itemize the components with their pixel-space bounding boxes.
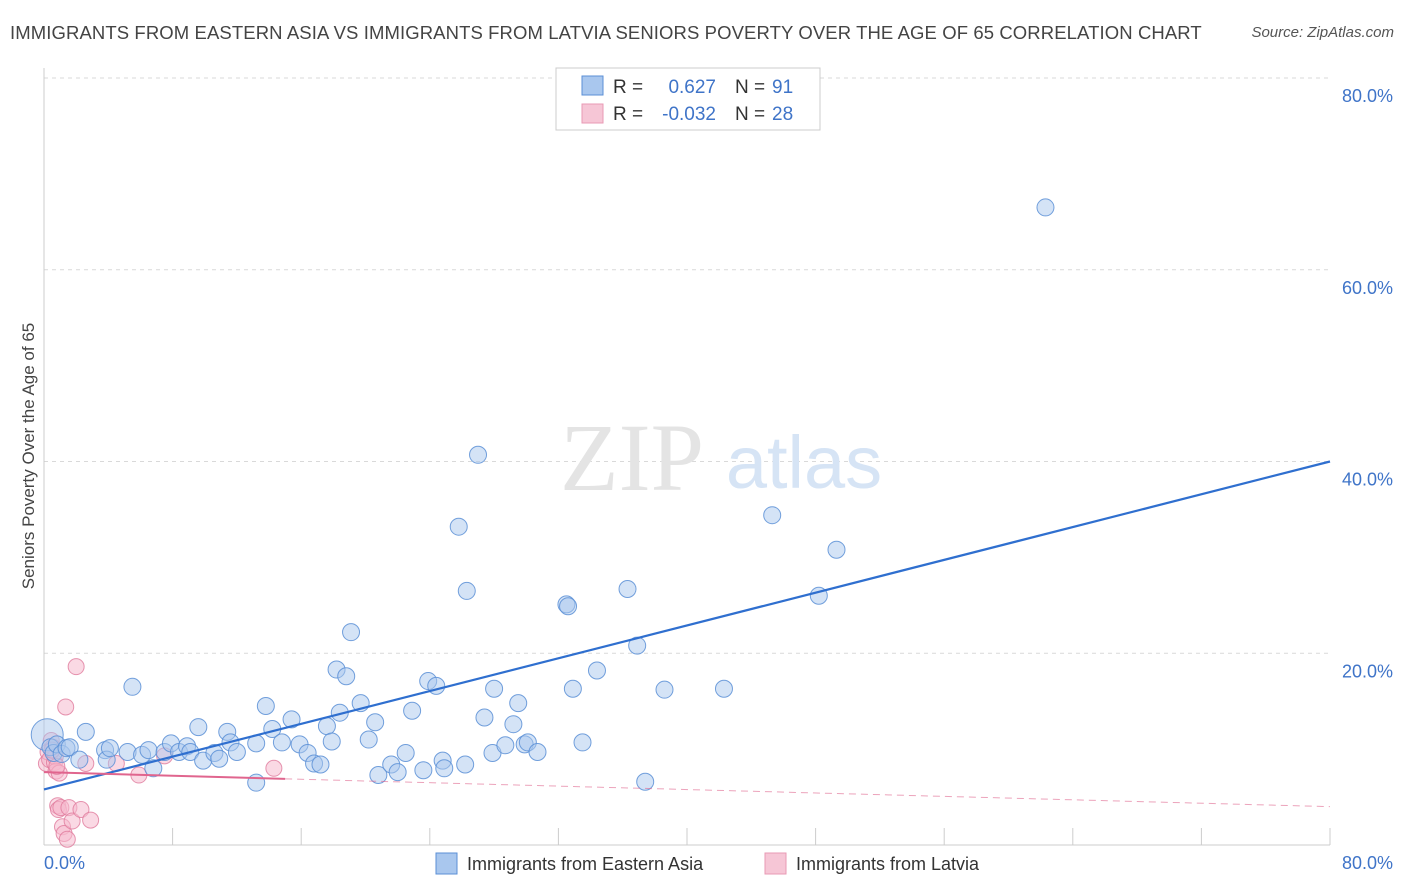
y-axis-label: Seniors Poverty Over the Age of 65 xyxy=(19,323,38,589)
eastern-asia-point xyxy=(282,710,301,729)
axes-layer xyxy=(43,68,1331,846)
eastern-asia-point xyxy=(509,694,528,713)
latvia-point xyxy=(58,830,76,848)
y-tick-label: 20.0% xyxy=(1342,661,1393,681)
watermark-zip: ZIP xyxy=(560,404,704,511)
eastern-asia-point xyxy=(414,761,433,780)
eastern-asia-point xyxy=(210,749,229,768)
eastern-asia-point xyxy=(827,540,846,559)
legend-n-label: N = xyxy=(735,77,765,98)
trend-layer xyxy=(43,460,1331,808)
eastern-asia-point xyxy=(485,679,504,698)
series-legend-swatch-eastern-asia xyxy=(435,852,458,875)
eastern-asia-point xyxy=(337,667,356,686)
eastern-asia-trend-line xyxy=(43,460,1331,791)
eastern-asia-point xyxy=(559,597,578,616)
eastern-asia-point xyxy=(366,713,385,732)
eastern-asia-point xyxy=(636,772,655,791)
latvia-point xyxy=(63,812,81,830)
series-legend-label-eastern-asia: Immigrants from Eastern Asia xyxy=(467,854,704,874)
x-tick-label-max: 80.0% xyxy=(1342,853,1393,873)
eastern-asia-point xyxy=(76,722,95,741)
eastern-asia-point xyxy=(388,763,407,782)
latvia-point xyxy=(67,658,85,676)
eastern-asia-point xyxy=(1036,198,1055,217)
eastern-asia-point xyxy=(475,708,494,727)
watermark-atlas: atlas xyxy=(726,421,882,504)
legend-r-label: R = xyxy=(613,104,643,125)
eastern-asia-point xyxy=(504,715,523,734)
latvia-point xyxy=(57,698,75,716)
source-label: Source: ZipAtlas.com xyxy=(1251,24,1394,41)
eastern-asia-point xyxy=(763,506,782,525)
eastern-asia-point xyxy=(435,759,454,778)
eastern-asia-point xyxy=(123,677,142,696)
eastern-asia-point xyxy=(369,766,388,785)
latvia-trend-line xyxy=(43,771,286,780)
eastern-asia-point xyxy=(449,517,468,536)
legend-n-value: 28 xyxy=(772,104,793,125)
chart-title: IMMIGRANTS FROM EASTERN ASIA VS IMMIGRAN… xyxy=(10,22,1202,43)
eastern-asia-point xyxy=(714,679,733,698)
legend-swatch-eastern-asia xyxy=(581,75,604,96)
x-tick-label-min: 0.0% xyxy=(44,853,85,873)
eastern-asia-point xyxy=(70,750,89,769)
latvia-point xyxy=(72,801,90,819)
legend-n-label: N = xyxy=(735,104,765,125)
legend-r-value: 0.627 xyxy=(668,77,716,98)
eastern-asia-point xyxy=(139,741,158,760)
eastern-asia-point xyxy=(256,696,275,715)
eastern-asia-point xyxy=(563,679,582,698)
eastern-asia-point xyxy=(655,680,674,699)
eastern-asia-points xyxy=(30,198,1055,792)
eastern-asia-point xyxy=(311,755,330,774)
stats-legend: R = 0.627 N = 91 R = -0.032 N = 28 xyxy=(555,67,821,131)
eastern-asia-point xyxy=(496,736,515,755)
eastern-asia-point xyxy=(359,730,378,749)
eastern-asia-point xyxy=(189,718,208,737)
watermark: ZIP atlas xyxy=(560,404,882,511)
series-legend-swatch-latvia xyxy=(764,852,787,875)
legend-r-value: -0.032 xyxy=(662,104,716,125)
eastern-asia-point xyxy=(469,445,488,464)
eastern-asia-point xyxy=(322,732,341,751)
eastern-asia-point xyxy=(618,580,637,599)
latvia-trend-extension xyxy=(285,778,1331,808)
eastern-asia-point xyxy=(403,701,422,720)
eastern-asia-point xyxy=(528,743,547,762)
eastern-asia-point xyxy=(317,717,336,736)
legend-n-value: 91 xyxy=(772,77,793,98)
eastern-asia-point xyxy=(587,661,606,680)
eastern-asia-point xyxy=(456,755,475,774)
eastern-asia-point xyxy=(272,733,291,752)
y-tick-label: 60.0% xyxy=(1342,278,1393,298)
y-tick-label: 80.0% xyxy=(1342,86,1393,106)
latvia-point xyxy=(265,759,283,777)
eastern-asia-point xyxy=(247,773,266,792)
legend-r-label: R = xyxy=(613,77,643,98)
series-legend-label-latvia: Immigrants from Latvia xyxy=(796,854,980,874)
tick-labels: 0.0% 80.0% 80.0% 60.0% 40.0% 20.0% xyxy=(44,86,1393,873)
eastern-asia-point xyxy=(144,759,163,778)
eastern-asia-point xyxy=(100,739,119,758)
eastern-asia-point xyxy=(227,743,246,762)
latvia-point xyxy=(82,811,100,829)
eastern-asia-point xyxy=(396,743,415,762)
eastern-asia-point xyxy=(573,733,592,752)
grid-layer xyxy=(44,77,1330,654)
legend-swatch-latvia xyxy=(581,103,604,124)
series-legend: Immigrants from Eastern Asia Immigrants … xyxy=(435,852,980,875)
y-tick-label: 40.0% xyxy=(1342,470,1393,490)
eastern-asia-point xyxy=(342,623,361,642)
eastern-asia-point xyxy=(457,581,476,600)
eastern-asia-point xyxy=(60,738,79,757)
